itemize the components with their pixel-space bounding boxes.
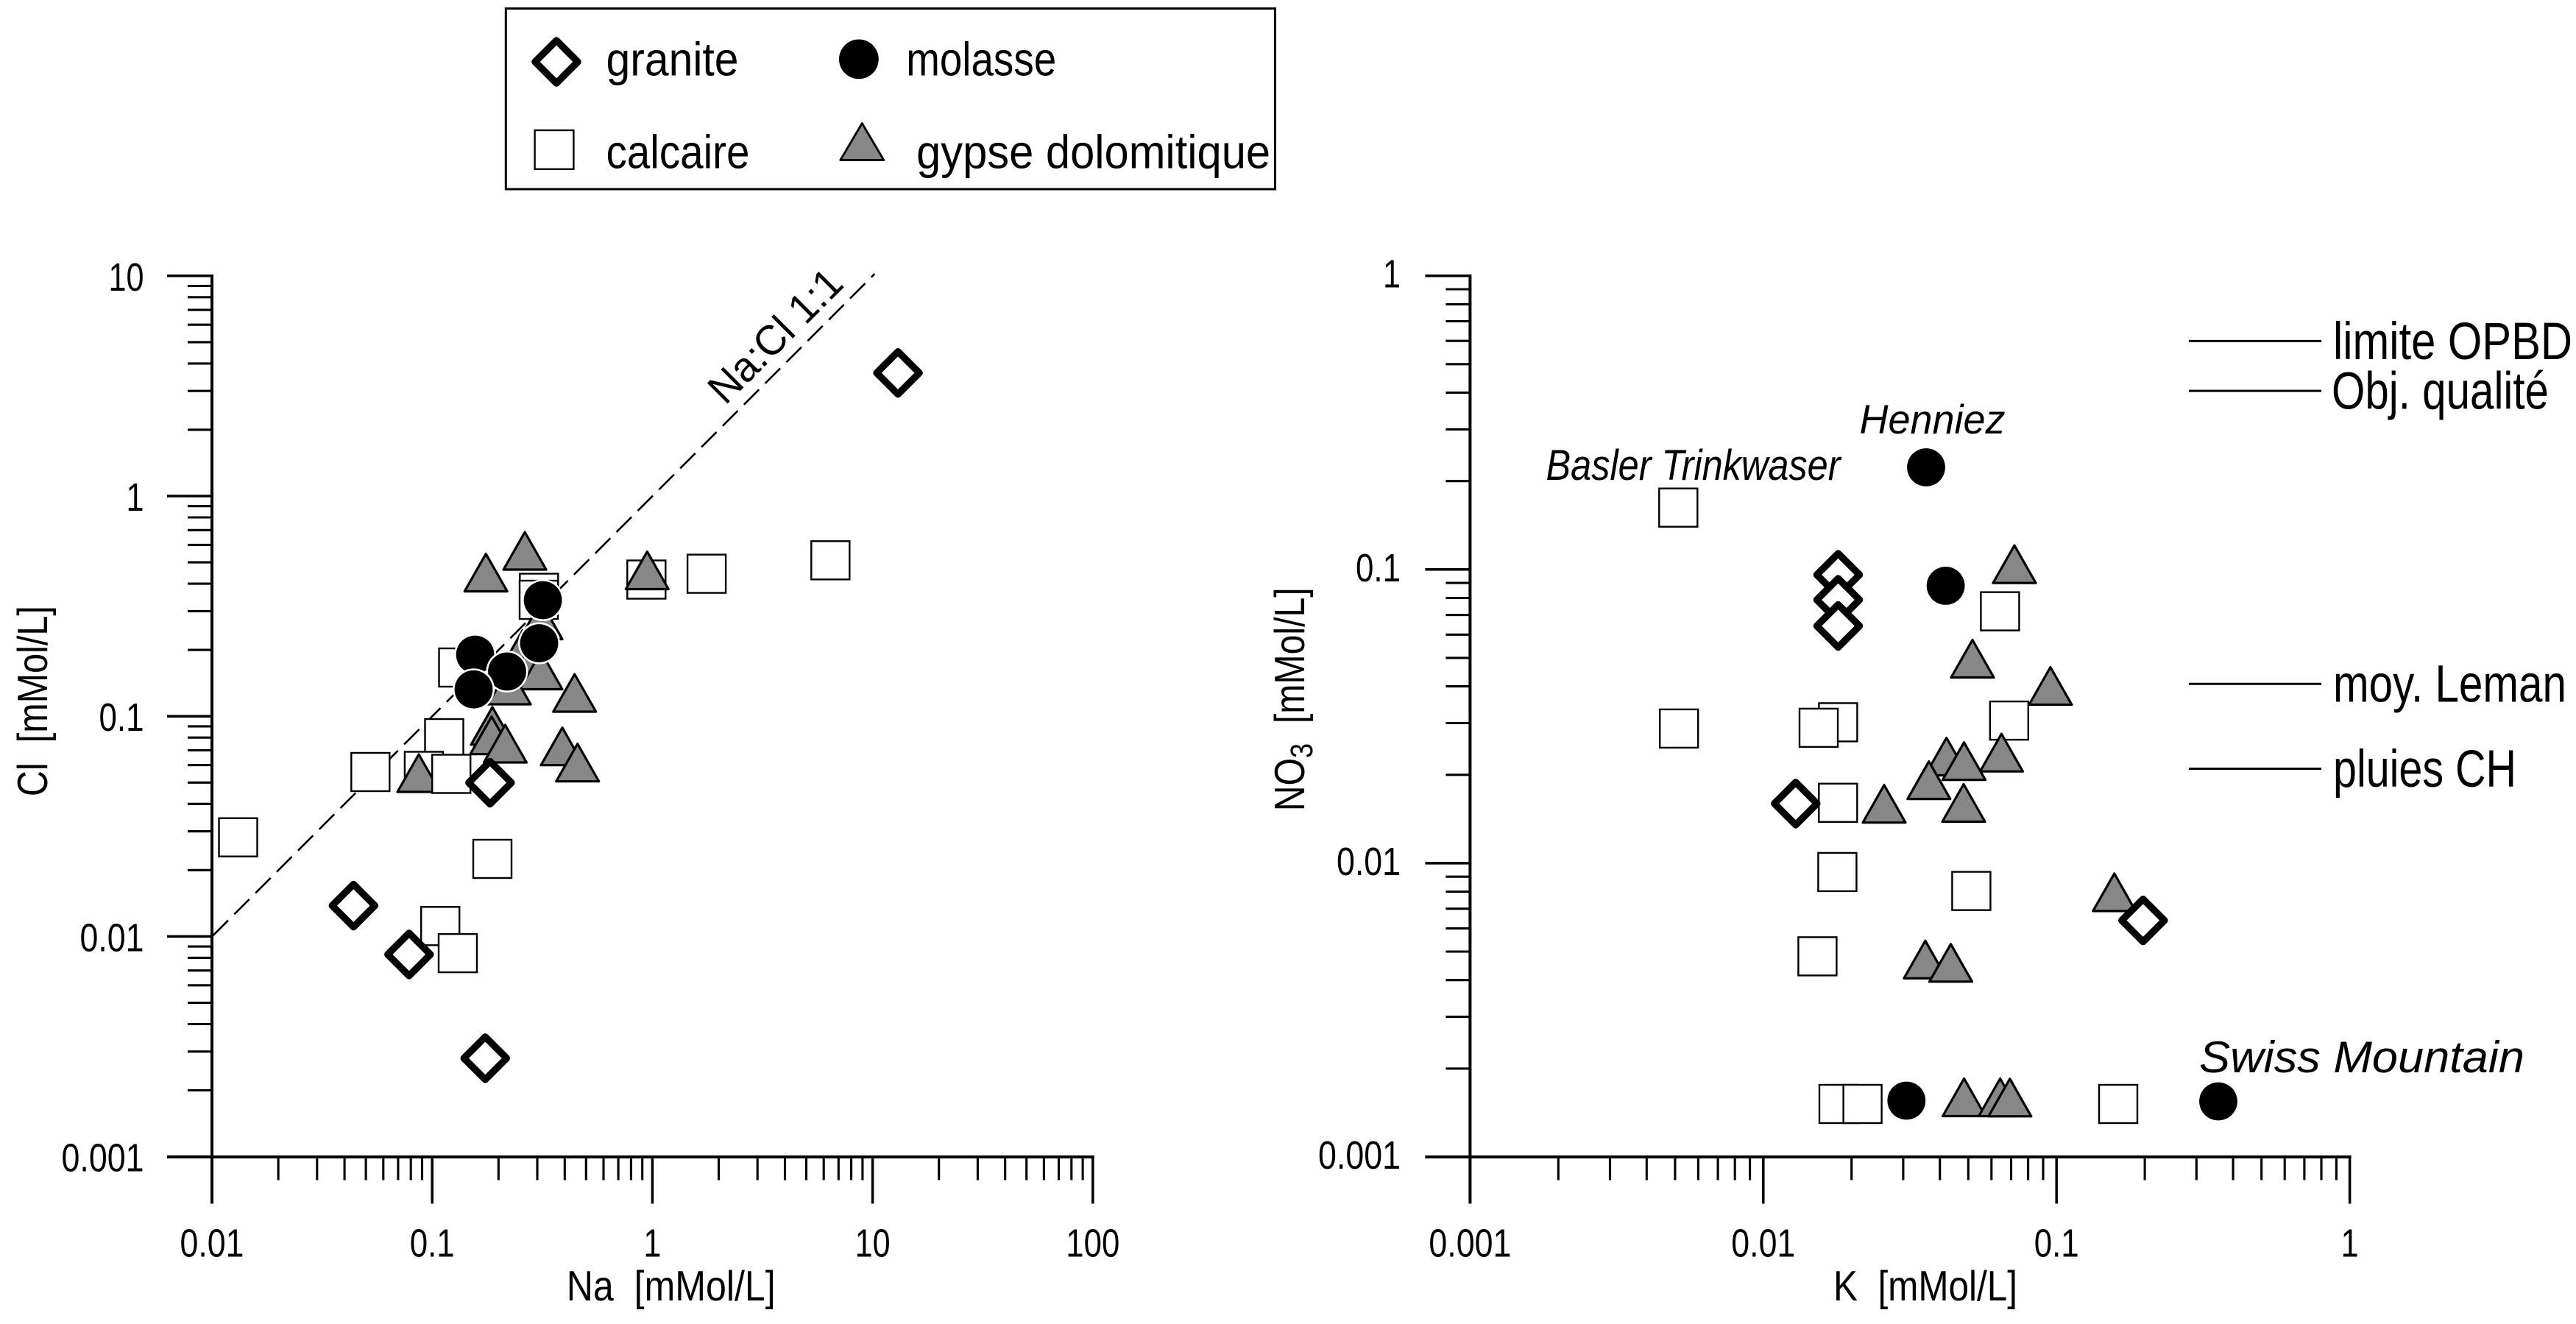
svg-text:0.01: 0.01 [1337, 840, 1401, 884]
svg-text:NO3 [mMol/L]: NO3 [mMol/L] [1267, 587, 1320, 811]
svg-text:0.001: 0.001 [1429, 1222, 1511, 1266]
svg-text:calcaire: calcaire [606, 126, 750, 179]
svg-text:100: 100 [1066, 1222, 1119, 1266]
svg-text:Obj. qualité: Obj. qualité [2332, 363, 2549, 421]
svg-text:0.1: 0.1 [99, 695, 144, 740]
svg-text:0.01: 0.01 [180, 1222, 244, 1266]
svg-text:molasse: molasse [906, 32, 1056, 85]
svg-text:moy. Leman: moy. Leman [2333, 656, 2566, 714]
svg-text:limite OPBD: limite OPBD [2333, 313, 2572, 371]
svg-text:granite: granite [606, 32, 739, 85]
svg-text:1: 1 [643, 1222, 661, 1266]
svg-text:Henniez: Henniez [1860, 396, 2006, 442]
svg-text:K [mMol/L]: K [mMol/L] [1833, 1263, 2017, 1310]
svg-text:pluies CH: pluies CH [2333, 740, 2516, 799]
svg-text:0.001: 0.001 [62, 1136, 144, 1180]
svg-text:10: 10 [109, 255, 144, 300]
svg-text:10: 10 [855, 1222, 891, 1266]
svg-text:0.1: 0.1 [1356, 546, 1401, 590]
svg-text:1: 1 [127, 475, 144, 520]
svg-text:0.1: 0.1 [410, 1222, 455, 1266]
svg-text:Basler Trinkwaser: Basler Trinkwaser [1546, 442, 1842, 489]
svg-text:0.01: 0.01 [80, 916, 144, 960]
svg-text:1: 1 [2341, 1222, 2359, 1266]
svg-text:1: 1 [1383, 252, 1401, 297]
svg-text:0.001: 0.001 [1318, 1133, 1401, 1178]
svg-text:0.1: 0.1 [2034, 1222, 2079, 1266]
svg-text:0.01: 0.01 [1731, 1222, 1795, 1266]
svg-text:gypse dolomitique: gypse dolomitique [916, 126, 1270, 179]
svg-text:Swiss Mountain: Swiss Mountain [2199, 1032, 2524, 1082]
svg-text:Na [mMol/L]: Na [mMol/L] [567, 1263, 776, 1310]
svg-text:Cl [mMol/L]: Cl [mMol/L] [10, 606, 57, 796]
